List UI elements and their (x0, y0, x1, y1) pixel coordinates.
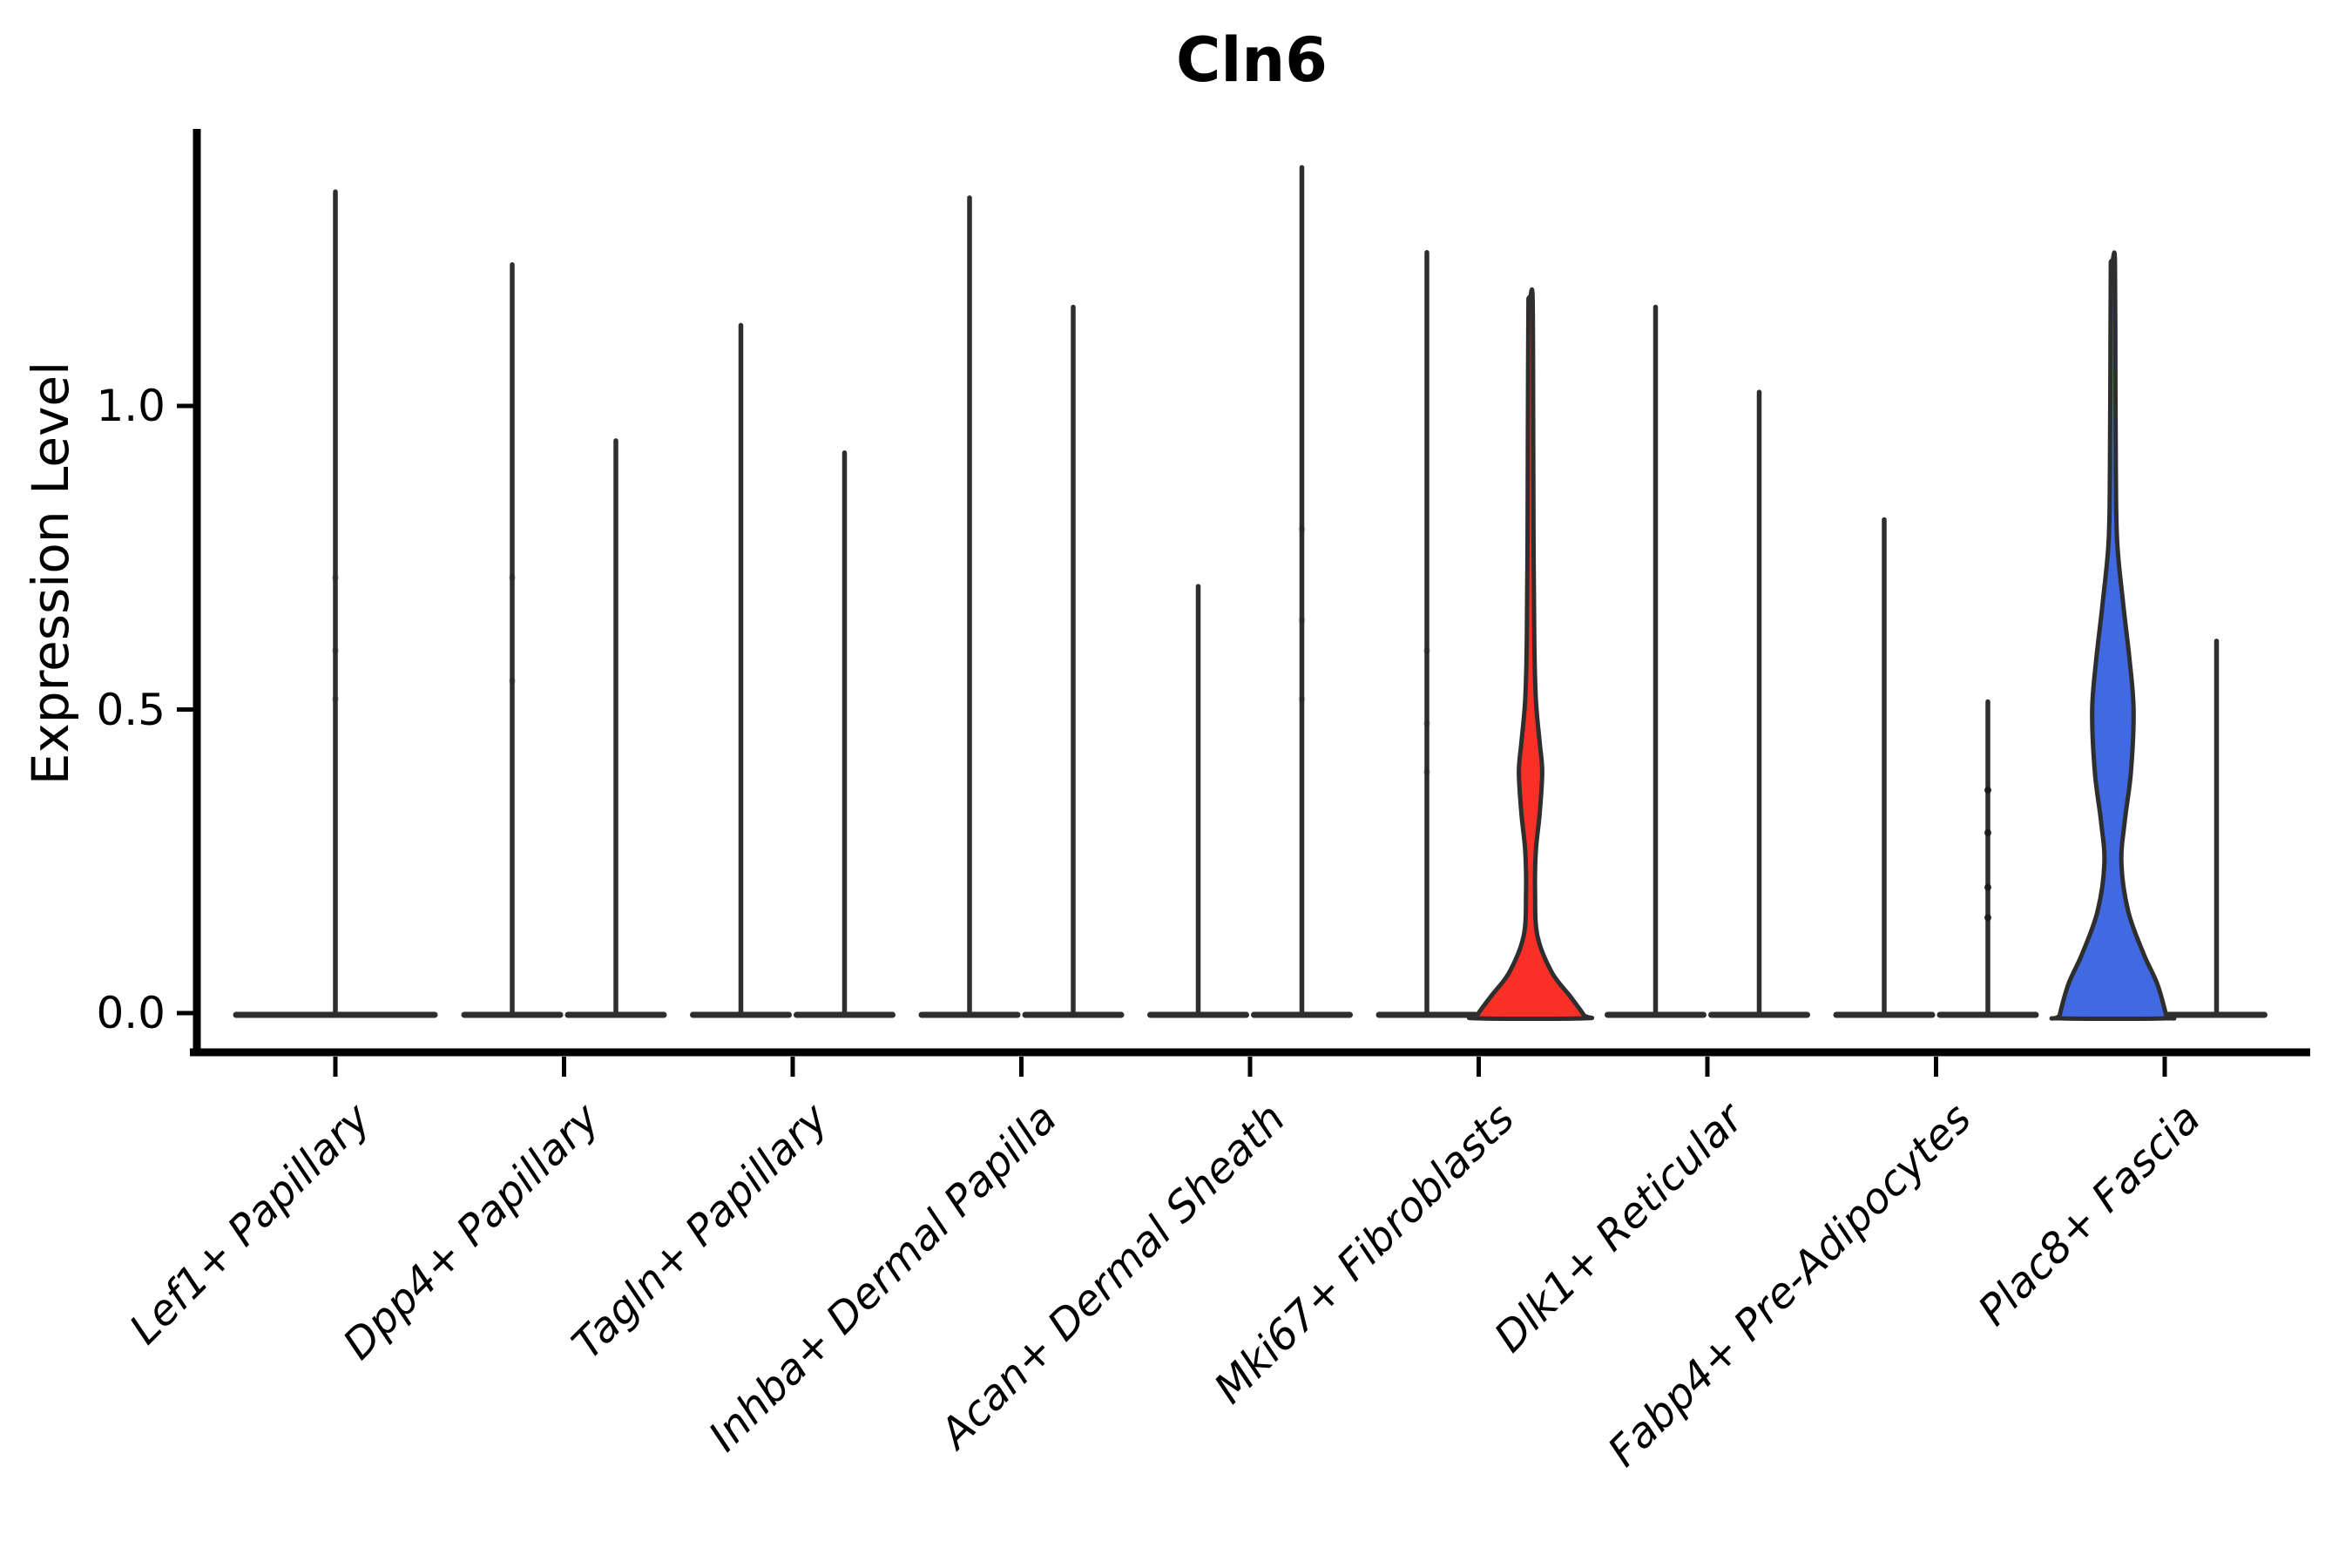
violin-4-left (918, 195, 1021, 1018)
cell-point (1423, 768, 1430, 776)
cell-point (509, 677, 516, 685)
y-tick-label: 1.0 (96, 381, 166, 431)
violin-3-right (794, 450, 896, 1018)
violin-1-center (233, 189, 438, 1018)
violin-2-right (564, 438, 667, 1018)
violin-7-right (1708, 389, 1810, 1018)
cell-point (1423, 720, 1430, 727)
violin-6-right (1466, 287, 1595, 1022)
y-tick-label: 0.5 (96, 684, 166, 735)
y-tick-label: 0.0 (96, 988, 166, 1038)
violin-8-left (1833, 517, 1936, 1018)
violin-6-left (1375, 250, 1478, 1018)
violin-7-left (1605, 304, 1707, 1018)
cell-point (1298, 616, 1306, 624)
cell-point (1984, 883, 1991, 891)
cell-point (332, 574, 339, 582)
chart-title: Cln6 (1176, 24, 1328, 96)
violin-9-left (2049, 250, 2177, 1022)
violin-9-right (2166, 639, 2268, 1018)
cell-point (332, 695, 339, 703)
cell-point (1298, 695, 1306, 703)
violin-5-right (1251, 165, 1353, 1018)
cell-point (509, 574, 516, 582)
cell-point (1423, 646, 1430, 654)
cell-point (1984, 787, 1991, 794)
cell-point (1984, 914, 1991, 922)
violin-3-left (690, 322, 792, 1018)
cell-point (1298, 525, 1306, 533)
axis-ticks (177, 403, 2167, 1077)
violin-5-left (1147, 584, 1249, 1018)
violins (233, 165, 2268, 1022)
cell-point (1984, 828, 1991, 836)
violin-8-right (1936, 699, 2039, 1018)
violin-4-right (1022, 304, 1125, 1018)
violin-2-left (461, 261, 564, 1018)
cell-point (332, 646, 339, 654)
